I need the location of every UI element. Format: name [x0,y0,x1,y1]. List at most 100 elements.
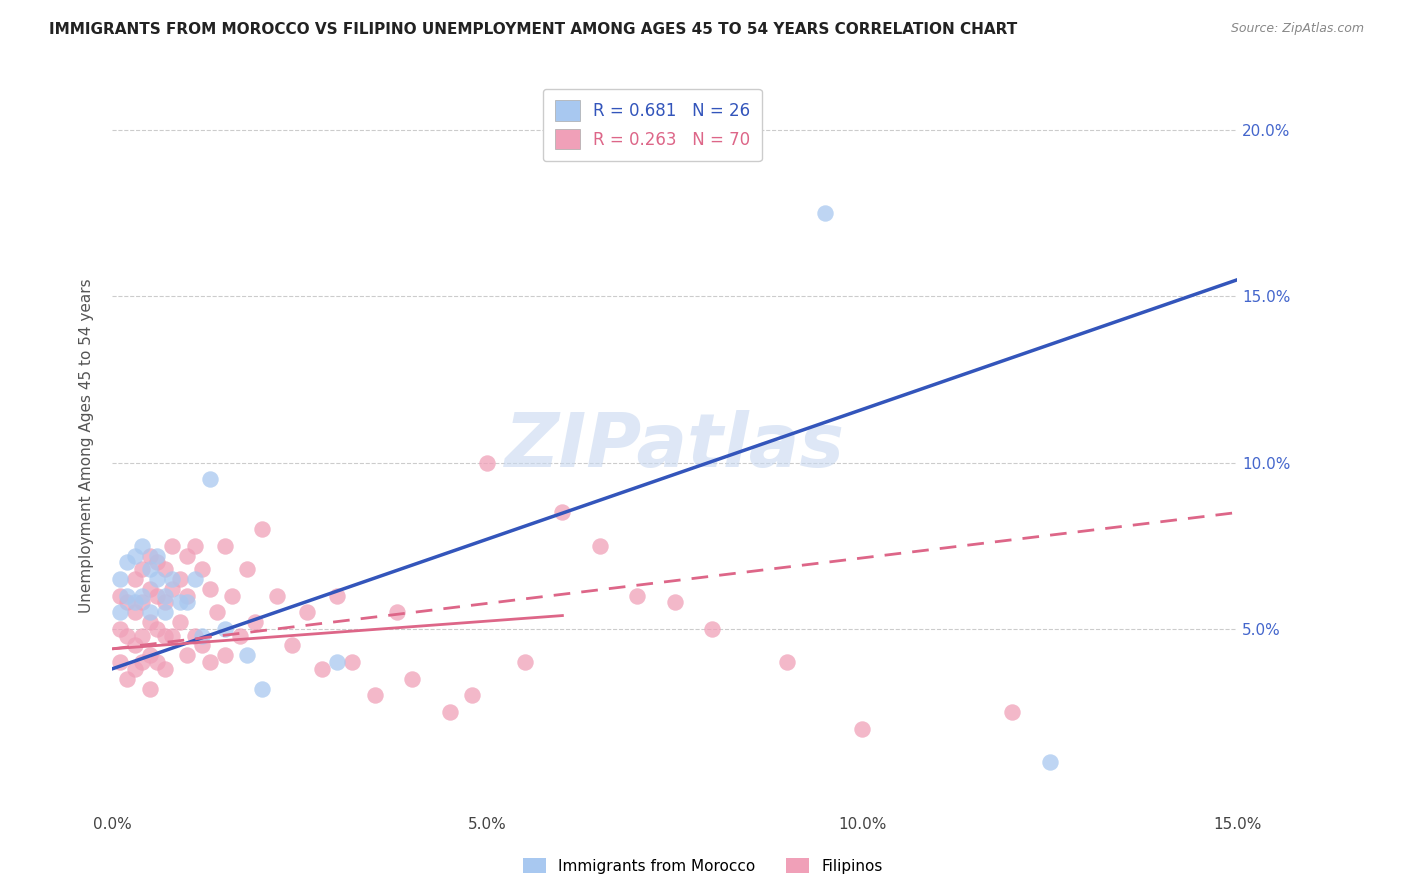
Point [146,622,169,636]
Legend: Immigrants from Morocco, Filipinos: Immigrants from Morocco, Filipinos [517,852,889,880]
Point [198,582,221,596]
Point [139,562,162,576]
Point [236,648,259,663]
Point [401,672,423,686]
Point [221,589,243,603]
Point [191,639,214,653]
Point [108,572,131,586]
Point [124,572,146,586]
Point [153,628,176,642]
Point [626,589,648,603]
Point [139,549,162,563]
Point [124,605,146,619]
Text: ZIPatlas: ZIPatlas [505,409,845,483]
Point [117,595,139,609]
Point [281,639,304,653]
Point [176,648,198,663]
Point [326,655,349,669]
Point [191,628,214,642]
Point [169,615,191,630]
Point [162,628,184,642]
Point [139,648,162,663]
Point [146,572,169,586]
Point [139,615,162,630]
Point [252,681,274,696]
Point [589,539,612,553]
Text: Source: ZipAtlas.com: Source: ZipAtlas.com [1230,22,1364,36]
Point [1001,705,1024,719]
Point [153,589,176,603]
Point [131,562,153,576]
Point [387,605,409,619]
Point [139,605,162,619]
Point [153,662,176,676]
Point [702,622,724,636]
Point [297,605,319,619]
Point [153,562,176,576]
Point [176,595,198,609]
Point [131,595,153,609]
Point [243,615,266,630]
Point [184,572,207,586]
Point [191,562,214,576]
Point [131,655,153,669]
Point [184,539,207,553]
Point [461,689,484,703]
Point [131,589,153,603]
Point [117,672,139,686]
Point [266,589,288,603]
Point [664,595,686,609]
Point [236,562,259,576]
Point [513,655,536,669]
Point [207,605,229,619]
Point [176,589,198,603]
Point [153,605,176,619]
Point [169,572,191,586]
Point [108,605,131,619]
Point [814,206,837,220]
Point [311,662,333,676]
Point [252,522,274,536]
Point [162,572,184,586]
Point [214,648,236,663]
Point [229,628,252,642]
Point [117,555,139,569]
Point [124,595,146,609]
Point [214,539,236,553]
Point [139,681,162,696]
Legend: R = 0.681   N = 26, R = 0.263   N = 70: R = 0.681 N = 26, R = 0.263 N = 70 [543,88,762,161]
Point [439,705,461,719]
Point [162,539,184,553]
Text: IMMIGRANTS FROM MOROCCO VS FILIPINO UNEMPLOYMENT AMONG AGES 45 TO 54 YEARS CORRE: IMMIGRANTS FROM MOROCCO VS FILIPINO UNEM… [49,22,1018,37]
Point [169,595,191,609]
Point [146,655,169,669]
Point [176,549,198,563]
Point [146,589,169,603]
Point [108,622,131,636]
Point [131,539,153,553]
Point [364,689,387,703]
Point [851,722,873,736]
Point [477,456,499,470]
Point [551,506,574,520]
Point [326,589,349,603]
Point [131,628,153,642]
Point [124,662,146,676]
Point [1039,755,1062,769]
Point [198,655,221,669]
Point [214,622,236,636]
Point [342,655,364,669]
Point [153,595,176,609]
Point [117,589,139,603]
Point [139,582,162,596]
Point [776,655,799,669]
Point [162,582,184,596]
Point [146,549,169,563]
Point [184,628,207,642]
Point [124,549,146,563]
Point [108,589,131,603]
Point [124,639,146,653]
Point [117,628,139,642]
Point [108,655,131,669]
Point [146,555,169,569]
